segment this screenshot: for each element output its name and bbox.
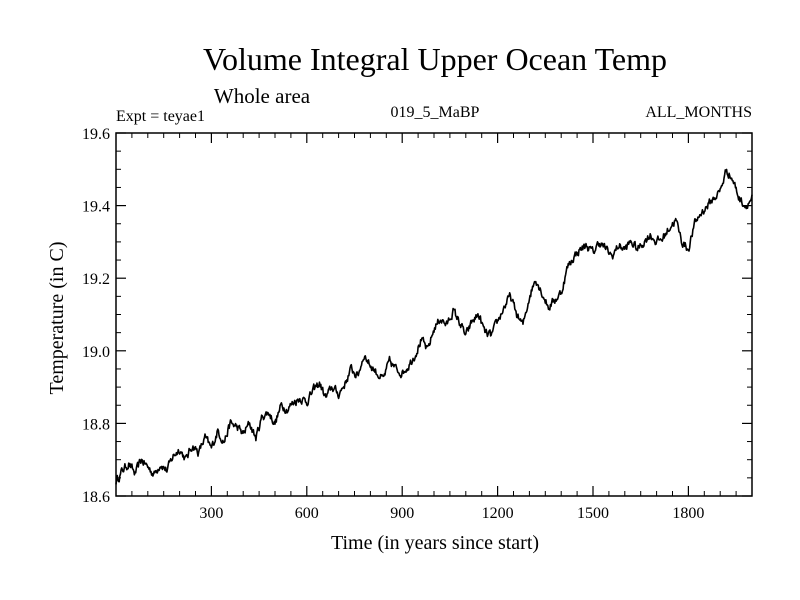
chart-title: Volume Integral Upper Ocean Temp bbox=[203, 41, 667, 77]
plot-frame bbox=[115, 132, 753, 497]
x-tick-label: 600 bbox=[295, 505, 319, 522]
period-label: 019_5_MaBP bbox=[391, 104, 480, 121]
y-tick-label: 19.0 bbox=[82, 344, 110, 361]
y-tick-label: 19.6 bbox=[82, 126, 110, 143]
axes: 300 600 900 1200 1500 1800 18.6 18.8 19.0 19.2 19.… bbox=[82, 126, 753, 522]
y-tick-label: 18.8 bbox=[82, 416, 110, 433]
x-tick-label: 300 bbox=[199, 505, 223, 522]
x-tick-label: 900 bbox=[390, 505, 414, 522]
chart-subtitle: Whole area bbox=[214, 84, 311, 108]
y-tick-label: 18.6 bbox=[82, 489, 110, 506]
y-tick-label: 19.2 bbox=[82, 271, 110, 288]
series-line bbox=[115, 168, 753, 485]
x-axis-label: Time (in years since start) bbox=[331, 532, 539, 554]
x-tick-label: 1500 bbox=[577, 505, 609, 522]
x-tick-label: 1200 bbox=[482, 505, 514, 522]
y-tick-label: 19.4 bbox=[82, 199, 110, 216]
x-tick-label: 1800 bbox=[672, 505, 704, 522]
y-axis-label: Temperature (in C) bbox=[46, 242, 68, 395]
data-series bbox=[115, 168, 753, 485]
months-label: ALL_MONTHS bbox=[645, 104, 752, 121]
experiment-label: Expt = teyae1 bbox=[116, 108, 205, 125]
